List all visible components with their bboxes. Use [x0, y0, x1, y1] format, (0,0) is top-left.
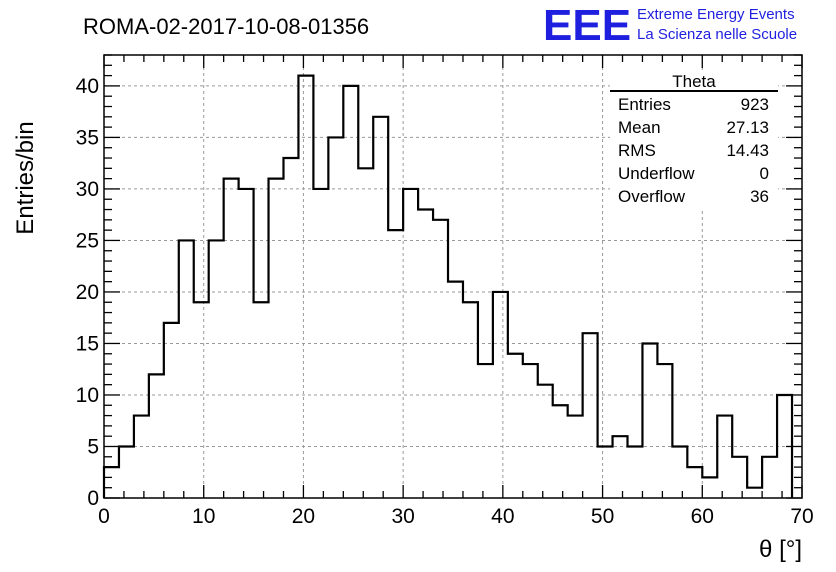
histogram-bin [747, 488, 762, 498]
x-tick-label: 50 [591, 505, 614, 528]
stats-box: Theta Entries 923 Mean 27.13 RMS 14.43 Underfl… [610, 70, 778, 210]
histogram-bin [298, 76, 313, 498]
histogram-bin [687, 467, 702, 498]
stats-row-value: 923 [741, 95, 769, 114]
histogram-bin [762, 457, 777, 498]
histogram-bin [179, 240, 194, 498]
histogram-bin [269, 179, 284, 498]
histogram-bin [328, 137, 343, 498]
histogram-bin [657, 364, 672, 498]
stats-box-title: Theta [672, 72, 716, 91]
histogram-bin [283, 158, 298, 498]
tick-labels: 0 10 20 30 40 50 60 70 0 5 10 15 20 25 30 35 40 [76, 75, 814, 528]
stats-row-label: Mean [618, 118, 661, 137]
histogram-bin [224, 179, 239, 498]
y-tick-label: 40 [76, 75, 99, 98]
histogram-bin [478, 364, 493, 498]
x-tick-label: 20 [292, 505, 315, 528]
x-tick-label: 70 [790, 505, 813, 528]
logo-line-2: La Scienza nelle Scuole [637, 26, 797, 43]
y-tick-label: 0 [87, 487, 99, 510]
histogram-bin [358, 168, 373, 498]
histogram-bin [448, 282, 463, 498]
y-tick-label: 20 [76, 281, 99, 304]
logo-mark: EEE [543, 1, 631, 50]
stats-row-label: RMS [618, 141, 656, 160]
histogram-bin [149, 374, 164, 498]
histogram-bin [418, 210, 433, 498]
histogram-bin [104, 467, 119, 498]
histogram-bin [538, 385, 553, 498]
y-tick-label: 5 [87, 435, 99, 458]
histogram-series [102, 74, 794, 498]
histogram-bin [732, 457, 747, 498]
histogram-bin [568, 416, 583, 498]
histogram-bin [194, 302, 209, 498]
y-axis-label: Entries/bin [12, 121, 39, 234]
x-axis-label: θ [°] [759, 536, 802, 563]
histogram-bin [254, 302, 269, 498]
histogram-bin [164, 323, 179, 498]
eee-logo: EEE Extreme Energy Events La Scienza nel… [543, 1, 797, 50]
histogram-bin [553, 405, 568, 498]
y-tick-label: 35 [76, 126, 99, 149]
stats-rows: Entries 923 Mean 27.13 RMS 14.43 Underflow 0 Ove… [618, 95, 769, 206]
histogram-bin [583, 333, 598, 498]
stats-row-label: Underflow [618, 164, 695, 183]
stats-box-background [610, 70, 778, 210]
histogram-bin [628, 446, 643, 498]
histogram-bin [672, 446, 687, 498]
histogram-bin [209, 240, 224, 498]
histogram-bin [642, 343, 657, 498]
stats-row-label: Entries [618, 95, 671, 114]
y-tick-label: 10 [76, 384, 99, 407]
histogram-bin [463, 302, 478, 498]
histogram-bin [702, 477, 717, 498]
y-tick-label: 30 [76, 178, 99, 201]
histogram-bin [239, 189, 254, 498]
axes [103, 54, 803, 499]
chart-title: ROMA-02-2017-10-08-01356 [83, 14, 369, 39]
histogram-bin [598, 446, 613, 498]
histogram-bin [508, 354, 523, 498]
histogram-bin [134, 416, 149, 498]
stats-row-value: 0 [760, 164, 769, 183]
histogram-bin [523, 364, 538, 498]
stats-row-value: 36 [750, 187, 769, 206]
x-tick-label: 60 [691, 505, 714, 528]
x-tick-label: 0 [98, 505, 110, 528]
stats-row-value: 27.13 [726, 118, 769, 137]
histogram-bin [717, 416, 732, 498]
plot-frame [103, 54, 803, 499]
grid [104, 55, 802, 498]
histogram-outline [102, 74, 794, 498]
logo-line-1: Extreme Energy Events [637, 6, 795, 23]
histogram-bin [373, 117, 388, 498]
y-tick-label: 25 [76, 229, 99, 252]
stats-row-value: 14.43 [726, 141, 769, 160]
histogram-bin [119, 446, 134, 498]
histogram-bin [613, 436, 628, 498]
x-tick-label: 30 [391, 505, 414, 528]
histogram-bin [388, 230, 403, 498]
x-tick-label: 40 [491, 505, 514, 528]
histogram-bin [433, 220, 448, 498]
stats-row-label: Overflow [618, 187, 686, 206]
x-tick-label: 10 [192, 505, 215, 528]
y-tick-label: 15 [76, 332, 99, 355]
